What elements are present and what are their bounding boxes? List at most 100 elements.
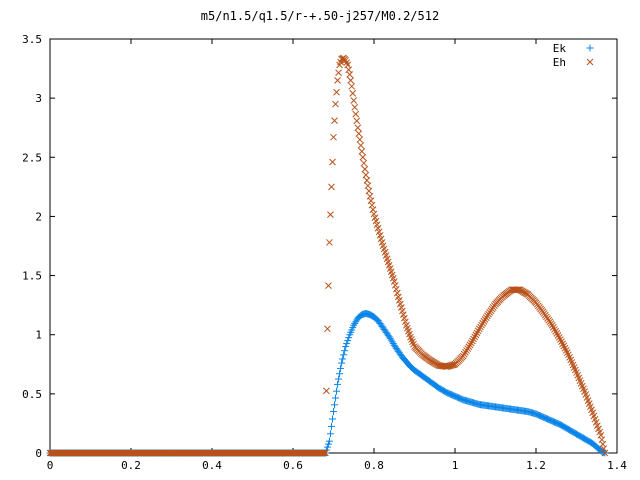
- data-point-eh-b: [568, 359, 576, 366]
- data-point-eh-b: [392, 285, 400, 293]
- data-point-eh-b: [470, 335, 477, 343]
- data-point-ek: [328, 415, 336, 423]
- data-point-eh-b: [358, 148, 366, 155]
- y-tick-label: 3.5: [22, 33, 42, 46]
- data-point-eh-b: [409, 338, 416, 346]
- data-point-eh: [390, 278, 398, 285]
- data-point-eh-b: [322, 449, 329, 457]
- x-tick-label: 0.6: [283, 459, 303, 472]
- data-point-eh: [473, 329, 481, 337]
- data-point-eh-b: [389, 274, 397, 282]
- data-point-eh: [334, 77, 341, 84]
- data-point-eh-b: [548, 321, 556, 329]
- data-point-eh: [555, 334, 563, 341]
- data-point-eh-b: [342, 56, 350, 64]
- data-point-eh-b: [552, 327, 560, 335]
- data-point-eh: [319, 449, 327, 457]
- data-point-eh-b: [467, 339, 475, 347]
- data-point-eh-b: [396, 300, 404, 308]
- data-point-eh-b: [561, 344, 569, 352]
- data-point-eh-b: [357, 142, 365, 149]
- data-point-eh-b: [382, 252, 390, 259]
- data-point-eh: [393, 289, 401, 297]
- data-point-eh: [349, 90, 357, 97]
- data-point-eh-b: [370, 210, 378, 218]
- data-point-eh: [325, 282, 332, 289]
- data-point-eh: [469, 337, 476, 345]
- data-point-eh-b: [515, 286, 522, 294]
- data-point-ek: [337, 364, 345, 372]
- data-point-eh: [554, 332, 562, 339]
- data-point-eh-b: [362, 171, 370, 179]
- data-point-eh-b: [347, 77, 355, 84]
- data-point-eh: [369, 206, 377, 213]
- data-point-eh-b: [474, 327, 482, 335]
- y-tick-label: 1: [35, 329, 42, 342]
- x-tick-label: 0.4: [202, 459, 222, 472]
- data-point-eh: [364, 182, 372, 190]
- data-point-ek: [341, 347, 349, 355]
- data-point-eh-b: [408, 336, 415, 343]
- data-point-ek: [325, 437, 333, 445]
- data-point-ek: [387, 336, 395, 344]
- data-point-eh: [472, 331, 480, 339]
- data-point-ek: [333, 387, 341, 395]
- data-point-eh: [470, 335, 477, 343]
- x-tick-label: 0.2: [121, 459, 141, 472]
- data-point-eh-b: [601, 449, 609, 457]
- legend-point-eh: [586, 58, 594, 66]
- data-point-eh-b: [593, 422, 601, 429]
- data-point-eh-b: [356, 136, 364, 143]
- data-point-eh: [335, 69, 342, 77]
- data-point-ek: [327, 422, 335, 430]
- data-point-eh-b: [473, 329, 481, 337]
- data-point-eh-b: [363, 176, 371, 184]
- y-tick-label: 0: [35, 447, 42, 460]
- legend-marker-ek: [586, 44, 594, 52]
- data-point-eh-b: [380, 245, 388, 253]
- x-tick-label: 0: [47, 459, 54, 472]
- data-point-eh-b: [567, 356, 575, 364]
- data-point-eh-b: [404, 324, 411, 332]
- data-point-eh-b: [551, 325, 558, 333]
- data-point-eh-b: [391, 281, 399, 289]
- data-point-eh-b: [388, 271, 396, 279]
- data-point-eh-b: [320, 449, 328, 457]
- data-point-ek: [335, 375, 343, 383]
- data-point-eh-b: [472, 331, 480, 339]
- data-point-eh-b: [393, 289, 401, 297]
- data-point-eh: [329, 158, 336, 166]
- data-point-eh-b: [565, 351, 572, 359]
- data-point-eh-b: [373, 221, 381, 229]
- data-point-eh-b: [595, 425, 602, 433]
- data-point-eh: [515, 286, 522, 294]
- data-point-eh-b: [394, 293, 402, 301]
- data-point-eh-b: [324, 325, 331, 333]
- data-point-eh: [553, 330, 561, 337]
- data-point-eh-b: [400, 311, 407, 318]
- data-point-eh: [551, 325, 558, 333]
- data-point-eh-b: [590, 412, 598, 420]
- data-point-eh-b: [330, 133, 337, 141]
- data-point-ek: [338, 359, 346, 367]
- data-point-ek: [352, 318, 360, 326]
- data-point-ek: [324, 440, 332, 448]
- data-point-eh-b: [387, 268, 395, 276]
- data-point-eh-b: [589, 409, 597, 417]
- data-point-eh-b: [559, 340, 566, 348]
- data-point-eh-b: [585, 400, 593, 408]
- data-point-eh: [449, 361, 457, 369]
- data-point-eh-b: [576, 377, 584, 385]
- data-point-ek: [330, 408, 337, 416]
- y-tick-label: 3: [35, 92, 42, 105]
- data-point-eh: [599, 440, 607, 448]
- x-tick-label: 0.8: [364, 459, 384, 472]
- data-point-eh: [323, 387, 330, 395]
- legend-point-ek: [586, 44, 594, 52]
- data-point-eh-b: [407, 333, 414, 341]
- data-point-eh-b: [573, 369, 580, 376]
- data-point-eh: [366, 192, 374, 200]
- data-point-eh-b: [360, 159, 368, 167]
- series-eh: [46, 54, 609, 457]
- data-point-eh: [326, 239, 333, 246]
